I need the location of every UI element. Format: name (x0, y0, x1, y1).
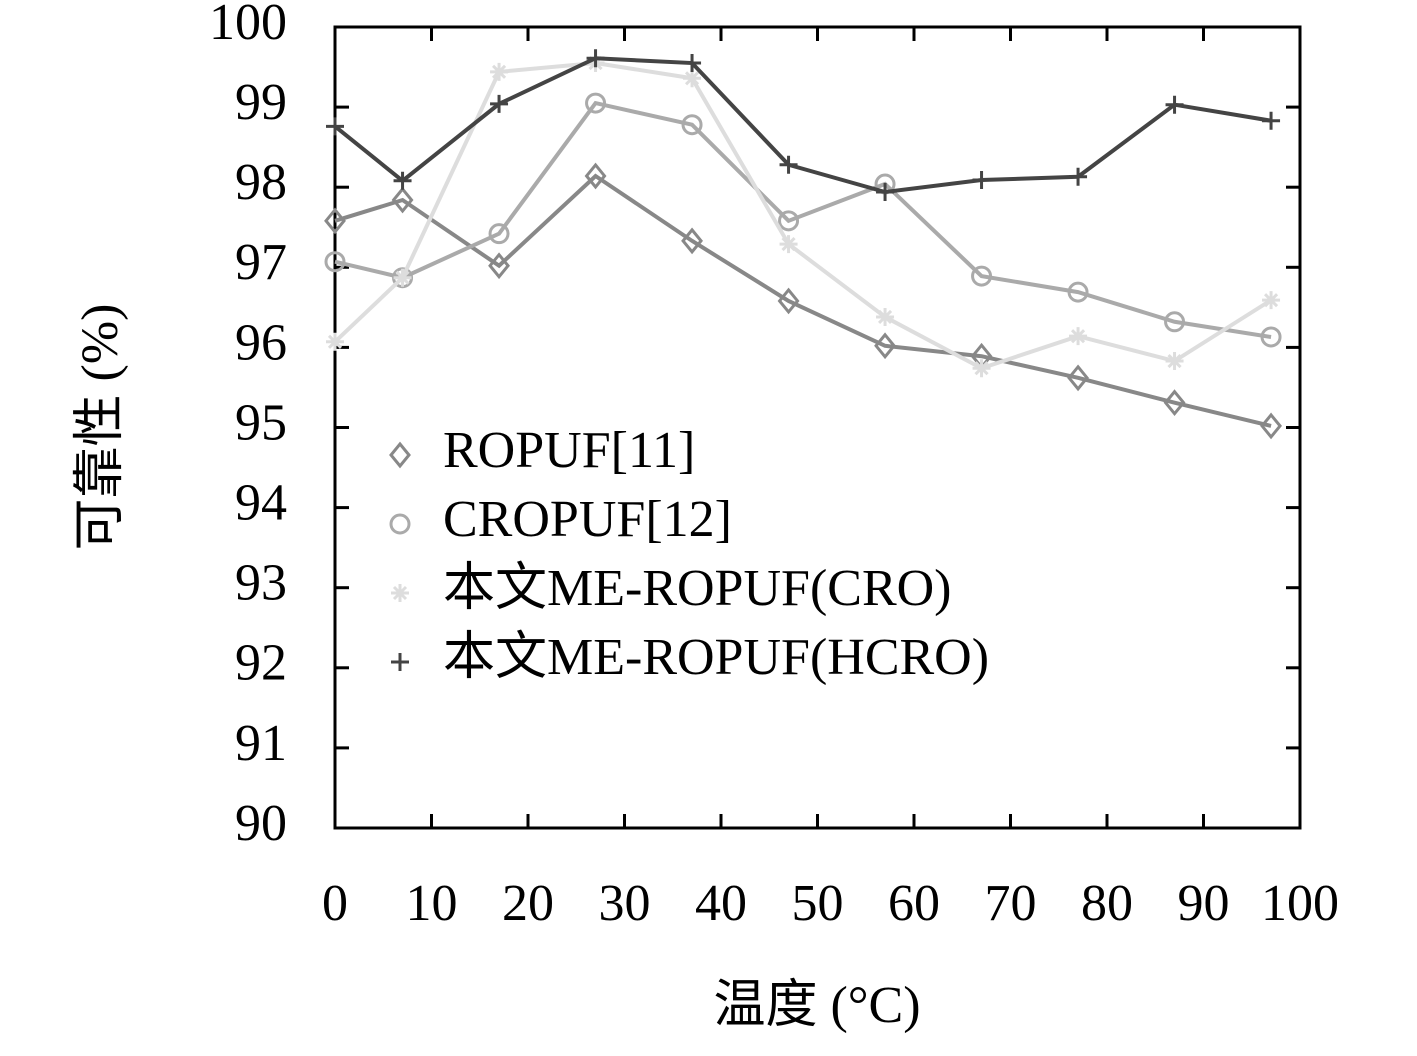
marker (1069, 167, 1088, 186)
x-tick-label: 40 (695, 875, 747, 932)
plot-frame (333, 25, 1302, 830)
marker (1165, 95, 1184, 114)
marker (972, 359, 991, 378)
y-tick-label: 91 (235, 715, 287, 772)
marker (876, 183, 895, 202)
y-tick-label: 94 (235, 475, 287, 532)
x-tick-label: 100 (1261, 875, 1339, 932)
y-axis-label: 可靠性 (%) (72, 304, 129, 551)
marker (1163, 389, 1186, 417)
marker (391, 653, 409, 671)
marker (876, 307, 895, 326)
marker (1260, 412, 1282, 440)
marker (586, 49, 605, 68)
y-tick-label: 98 (235, 154, 287, 211)
y-tick-label: 95 (235, 394, 287, 451)
marker (779, 155, 798, 174)
marker (683, 54, 702, 73)
marker (971, 265, 993, 287)
marker (777, 287, 800, 315)
marker (488, 223, 510, 245)
marker (874, 332, 896, 360)
x-tick-label: 50 (792, 875, 844, 932)
marker (1165, 352, 1184, 371)
x-tick-label: 30 (599, 875, 651, 932)
marker (1067, 364, 1089, 392)
marker (585, 92, 607, 114)
x-tick-label: 0 (322, 875, 348, 932)
legend-label: 本文ME-ROPUF(HCRO) (443, 629, 989, 686)
y-tick-label: 90 (235, 795, 287, 852)
marker (683, 69, 702, 88)
marker (393, 268, 412, 287)
x-tick-label: 60 (888, 875, 940, 932)
marker (1262, 111, 1281, 130)
x-tick-label: 70 (985, 875, 1037, 932)
y-tick-label: 96 (235, 314, 287, 371)
series-line (333, 56, 1272, 195)
x-tick-label: 80 (1081, 875, 1133, 932)
y-tick-label: 100 (209, 0, 287, 51)
marker (326, 117, 344, 136)
x-axis-label: 温度 (°C) (713, 977, 920, 1034)
marker (324, 251, 346, 273)
marker (389, 441, 411, 469)
marker (779, 235, 798, 254)
marker (391, 186, 414, 214)
y-tick-label: 99 (235, 74, 287, 131)
y-tick-label: 93 (235, 555, 287, 612)
y-tick-label: 97 (235, 234, 287, 291)
x-tick-label: 20 (502, 875, 554, 932)
marker (326, 332, 344, 351)
legend-label: 本文ME-ROPUF(CRO) (443, 560, 952, 617)
marker (1069, 327, 1088, 346)
series-line (334, 173, 1272, 428)
marker (490, 62, 509, 81)
legend-label: CROPUF[12] (443, 491, 732, 548)
marker (1164, 311, 1186, 333)
marker (324, 207, 346, 235)
marker (972, 170, 991, 189)
marker (1067, 281, 1089, 303)
marker (391, 584, 409, 602)
marker (488, 252, 510, 280)
y-tick-label: 92 (235, 635, 287, 692)
marker (778, 210, 800, 232)
x-tick-label: 90 (1178, 875, 1230, 932)
marker (681, 227, 703, 255)
series-line (334, 100, 1272, 339)
marker (584, 162, 607, 190)
x-tick-label: 10 (406, 875, 458, 932)
legend-label: ROPUF[11] (443, 422, 695, 479)
marker (389, 513, 411, 535)
marker (490, 94, 509, 113)
marker (681, 114, 703, 136)
marker (393, 171, 412, 190)
marker (1262, 291, 1281, 310)
marker (1260, 326, 1282, 348)
